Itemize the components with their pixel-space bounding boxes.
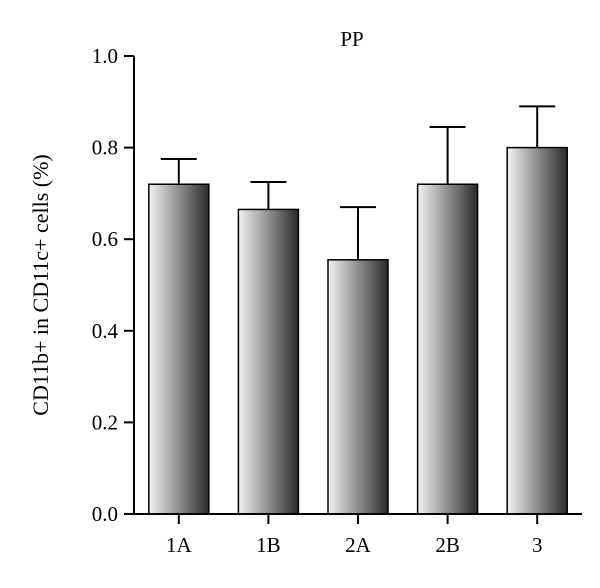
y-tick-label: 0.2: [92, 410, 118, 434]
y-tick-label: 0.0: [92, 502, 118, 526]
y-tick-label: 0.4: [92, 319, 119, 343]
x-ticks-group: 1A 1B 2A 2B 3: [166, 514, 542, 557]
bar-2a: [327, 259, 389, 515]
bar-2b: [416, 183, 479, 515]
x-tick-label: 2B: [435, 533, 460, 557]
chart-title: PP: [340, 27, 363, 51]
bar-1b: [237, 208, 300, 515]
bars-group: [148, 146, 568, 515]
y-tick-label: 0.8: [92, 136, 118, 160]
x-tick-label: 3: [532, 533, 543, 557]
bar-1a: [148, 183, 210, 515]
y-tick-label: 1.0: [92, 44, 118, 68]
x-tick-label: 1A: [166, 533, 193, 557]
y-tick-label: 0.6: [92, 227, 118, 251]
x-tick-label: 1B: [256, 533, 281, 557]
y-axis-label: CD11b+ in CD11c+ cells (%): [28, 154, 53, 415]
y-ticks-group: 0.0 0.2 0.4 0.6 0.8 1.0: [92, 44, 134, 526]
x-tick-label: 2A: [345, 533, 372, 557]
error-bars-group: [160, 105, 556, 260]
bar-3: [506, 146, 568, 515]
